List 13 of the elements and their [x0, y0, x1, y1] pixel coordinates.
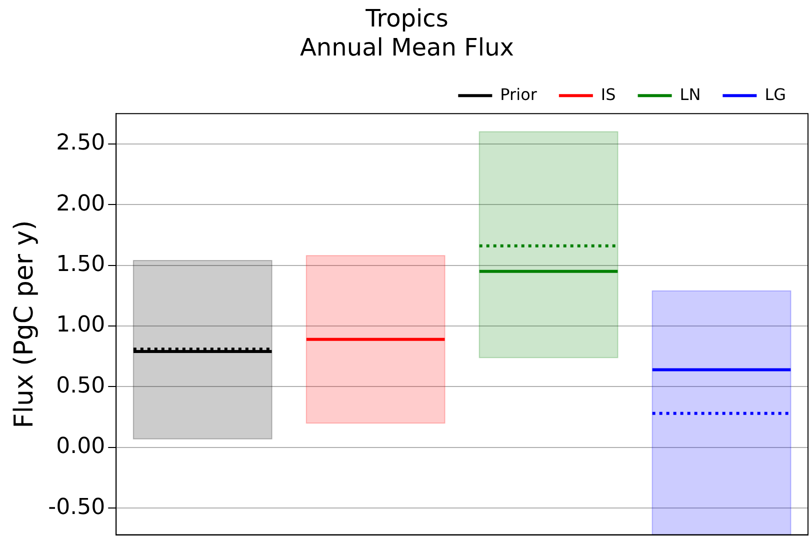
legend-label: LG	[764, 84, 786, 104]
y-tick-label: -0.50	[48, 494, 106, 520]
y-tick-label: 0.00	[56, 434, 106, 460]
y-tick-label: 1.50	[56, 252, 106, 278]
chart-title: Tropics Annual Mean Flux	[300, 4, 514, 62]
legend-label: IS	[600, 84, 616, 104]
legend-label: LN	[680, 84, 701, 104]
y-tick-label: 2.00	[56, 191, 106, 216]
y-tick-label: 2.50	[56, 130, 106, 156]
y-tick-label: 1.00	[56, 312, 106, 338]
legend-label: Prior	[500, 84, 538, 104]
y-tick-label: 0.50	[56, 373, 106, 398]
y-axis-title: Flux (PgC per y)	[9, 220, 40, 428]
